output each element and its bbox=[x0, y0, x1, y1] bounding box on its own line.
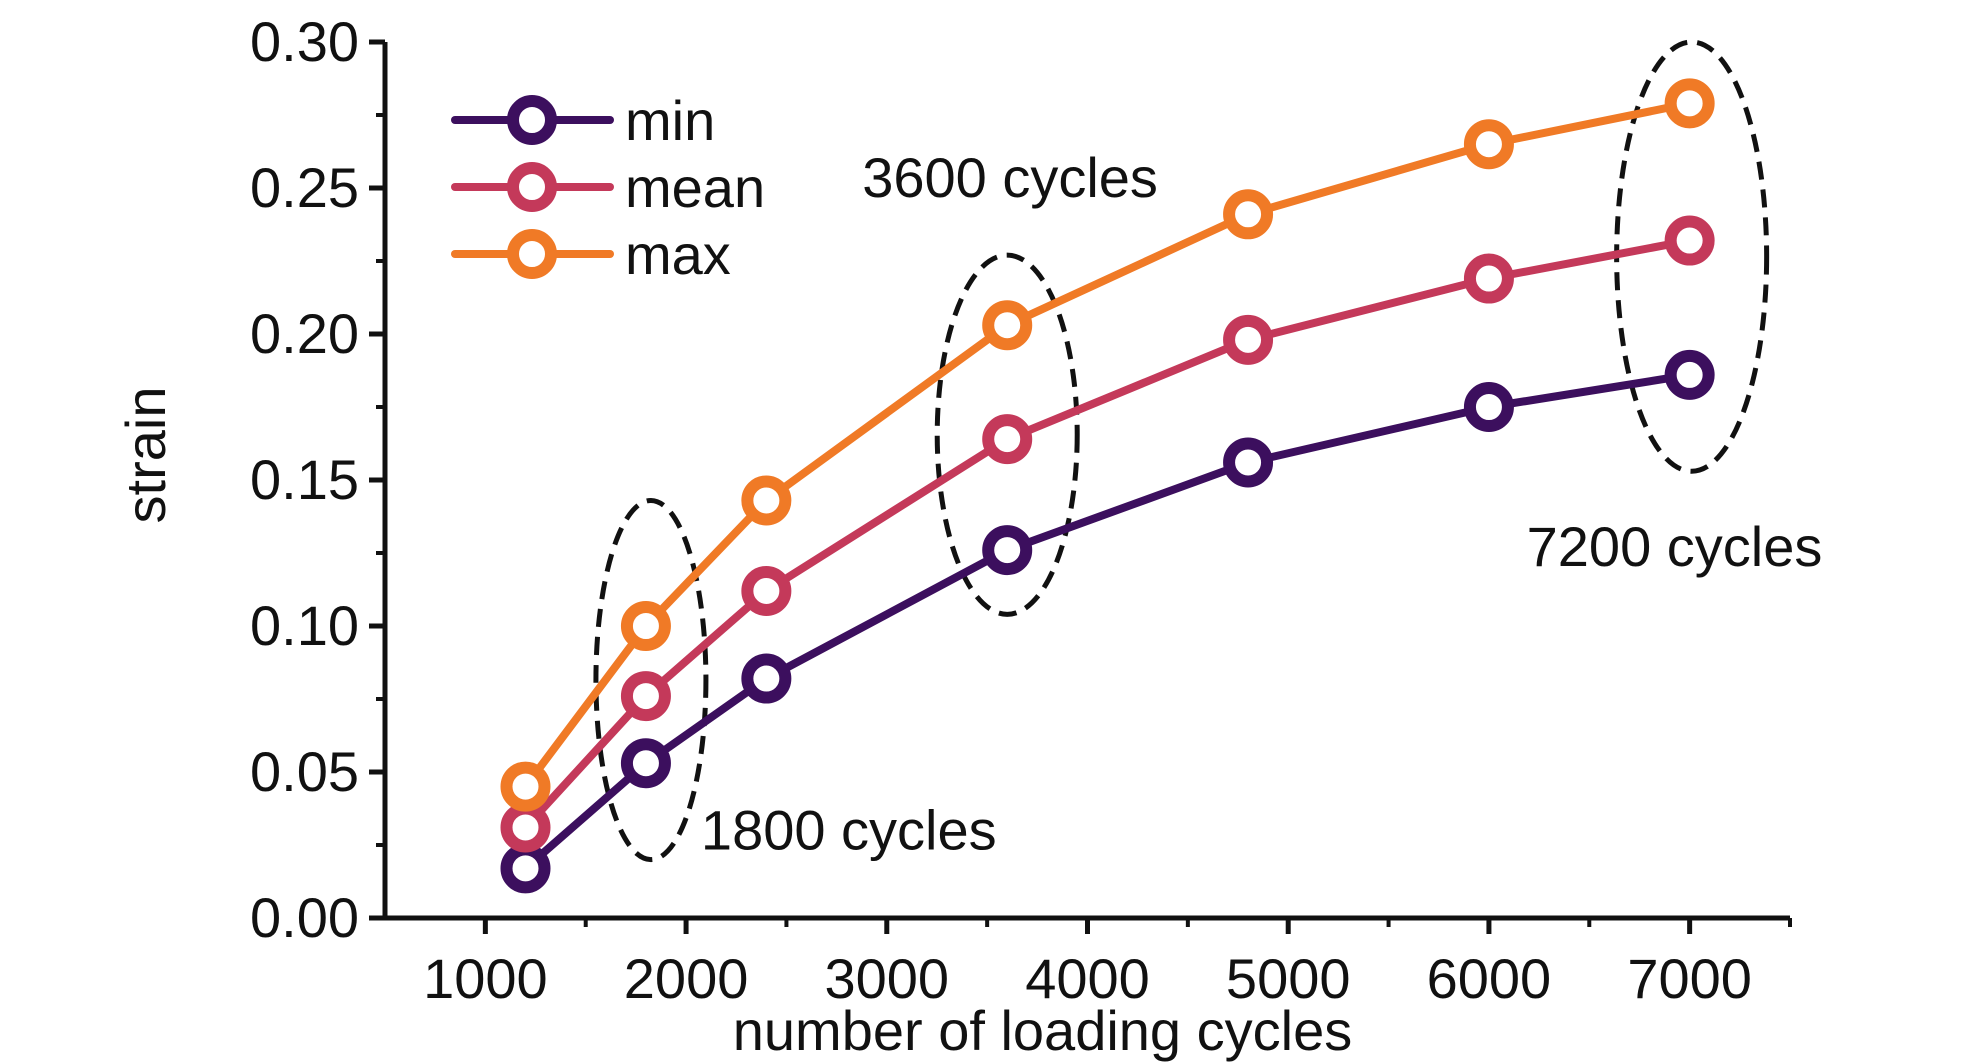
x-tick-label: 6000 bbox=[1427, 947, 1552, 1010]
series-max bbox=[500, 78, 1715, 812]
data-point bbox=[500, 802, 551, 853]
data-point bbox=[1223, 189, 1274, 240]
data-point bbox=[500, 843, 551, 894]
data-point bbox=[741, 475, 792, 526]
data-point bbox=[1463, 382, 1514, 432]
data-point bbox=[1463, 119, 1514, 170]
series-min bbox=[500, 349, 1715, 894]
y-tick-label: 0.15 bbox=[250, 448, 359, 511]
data-point bbox=[500, 761, 551, 812]
annotations: 1800 cycles 3600 cycles 7200 cycles bbox=[593, 39, 1823, 863]
y-tick-label: 0.25 bbox=[250, 156, 359, 219]
y-tick-label: 0.10 bbox=[250, 594, 359, 657]
axes: 0.00 0.05 0.10 0.15 0.20 0.25 0.30 1000 2000 3000… bbox=[250, 10, 1792, 1010]
legend-swatch-marker bbox=[507, 162, 557, 212]
x-tick-label: 3000 bbox=[824, 947, 949, 1010]
data-point bbox=[982, 525, 1033, 576]
annotation-label: 1800 cycles bbox=[701, 799, 997, 862]
x-axis-title: number of loading cycles bbox=[733, 999, 1352, 1062]
y-tick-label: 0.20 bbox=[250, 302, 359, 365]
data-point bbox=[982, 414, 1033, 465]
series-line bbox=[521, 370, 1694, 873]
y-axis-title: strain bbox=[114, 387, 177, 524]
series-line bbox=[521, 236, 1694, 832]
legend-label: mean bbox=[625, 156, 765, 219]
data-point bbox=[1664, 349, 1715, 400]
data-point bbox=[741, 565, 792, 616]
annotation-label: 3600 cycles bbox=[862, 146, 1158, 209]
data-point bbox=[741, 653, 792, 704]
legend-swatch-marker bbox=[507, 229, 557, 279]
series-group bbox=[500, 78, 1715, 894]
series-mean bbox=[500, 215, 1715, 853]
annotation-label: 7200 cycles bbox=[1527, 515, 1823, 578]
legend-item-max: max bbox=[451, 223, 731, 286]
legend-swatch-marker bbox=[507, 95, 557, 145]
legend-label: max bbox=[625, 223, 731, 286]
x-tick-label: 5000 bbox=[1226, 947, 1351, 1010]
x-tick-label: 7000 bbox=[1627, 947, 1752, 1010]
data-point bbox=[1664, 215, 1715, 266]
x-tick-label: 4000 bbox=[1025, 947, 1150, 1010]
annotation-ellipse bbox=[593, 497, 709, 863]
data-point bbox=[620, 671, 671, 722]
data-point bbox=[982, 300, 1033, 351]
data-point bbox=[1223, 437, 1274, 488]
legend-item-min: min bbox=[451, 89, 715, 152]
data-point bbox=[620, 738, 671, 789]
legend-label: min bbox=[625, 89, 715, 152]
x-tick-label: 2000 bbox=[624, 947, 749, 1010]
data-point bbox=[1223, 314, 1274, 365]
data-point bbox=[1463, 253, 1514, 304]
y-tick-label: 0.00 bbox=[250, 886, 359, 949]
y-tick-label: 0.30 bbox=[250, 10, 359, 73]
annotation-ellipse bbox=[934, 252, 1080, 617]
data-point bbox=[620, 601, 671, 651]
legend-item-mean: mean bbox=[451, 156, 765, 219]
data-point bbox=[1664, 78, 1715, 129]
x-tick-label: 1000 bbox=[423, 947, 548, 1010]
y-tick-label: 0.05 bbox=[250, 740, 359, 803]
